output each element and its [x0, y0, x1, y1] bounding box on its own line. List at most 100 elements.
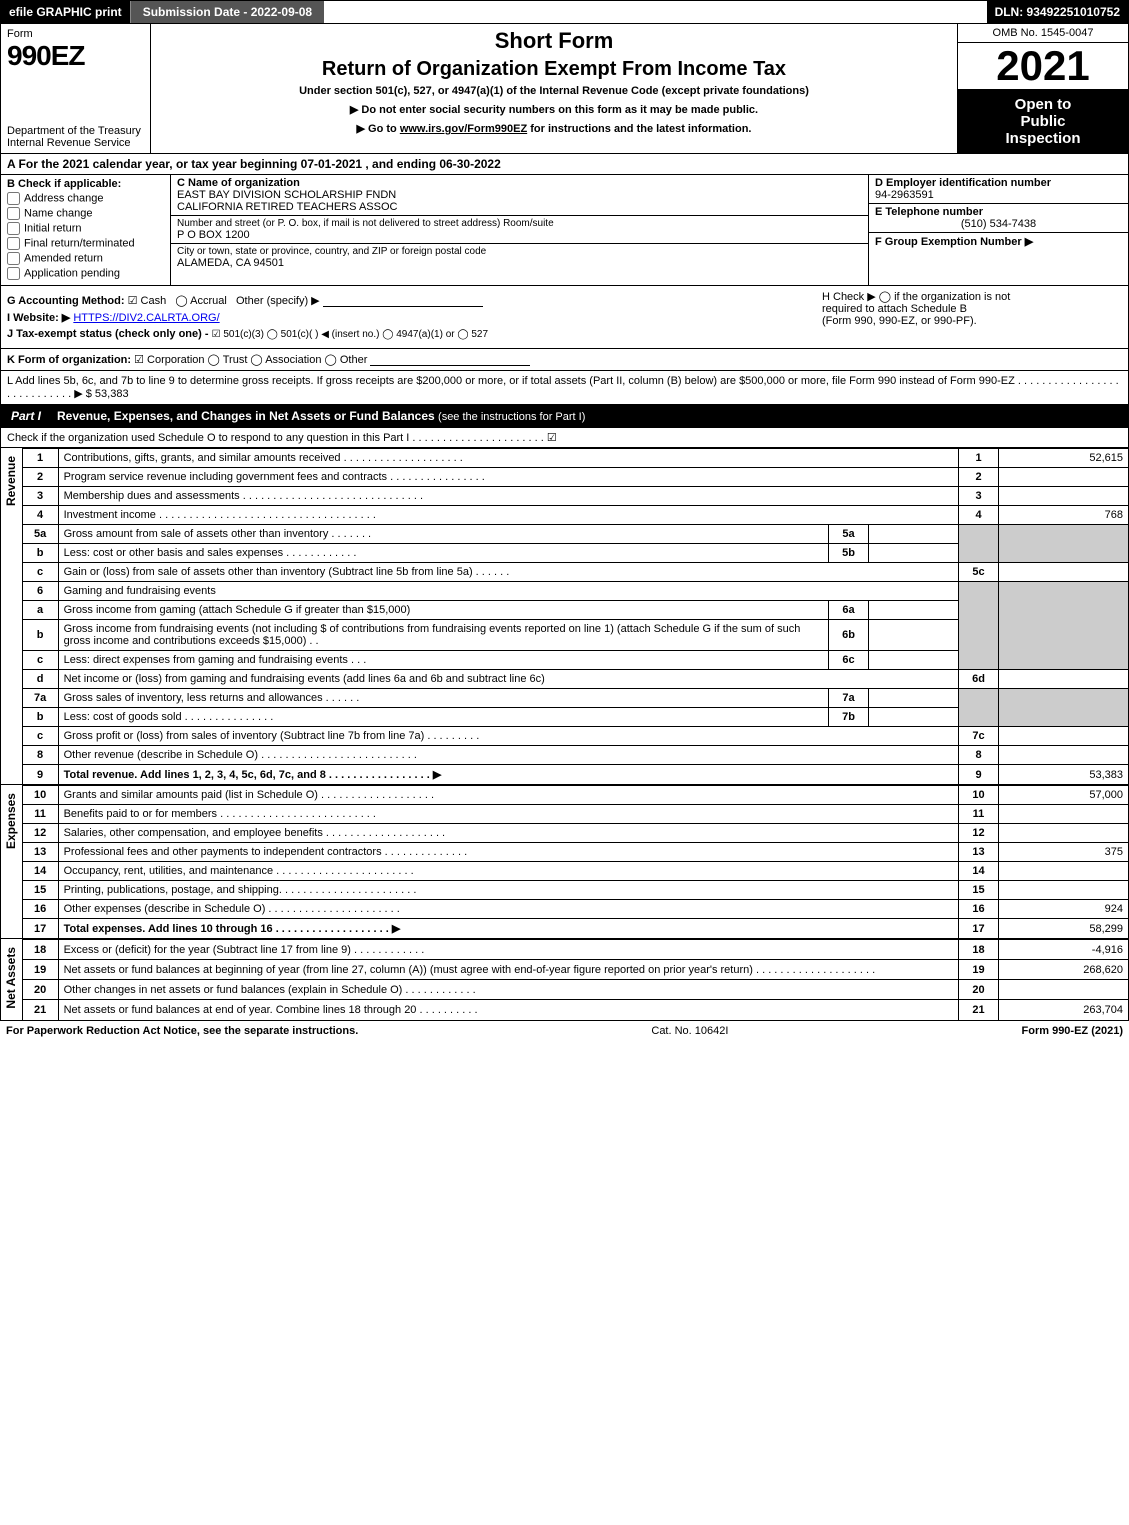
- l-text: L Add lines 5b, 6c, and 7b to line 9 to …: [7, 375, 1119, 400]
- footer-left: For Paperwork Reduction Act Notice, see …: [6, 1025, 358, 1037]
- no-ssn-line: ▶ Do not enter social security numbers o…: [159, 103, 949, 116]
- line-11: 11Benefits paid to or for members . . . …: [22, 805, 1128, 824]
- goto-suffix: for instructions and the latest informat…: [527, 123, 751, 135]
- c-name-block: C Name of organization EAST BAY DIVISION…: [171, 175, 868, 216]
- dept-label: Department of the Treasury Internal Reve…: [7, 125, 144, 149]
- under-section: Under section 501(c), 527, or 4947(a)(1)…: [159, 85, 949, 97]
- c-street-block: Number and street (or P. O. box, if mail…: [171, 216, 868, 244]
- c-street-head: Number and street (or P. O. box, if mail…: [177, 218, 862, 229]
- line-19: 19Net assets or fund balances at beginni…: [22, 960, 1128, 980]
- h-line3: (Form 990, 990-EZ, or 990-PF).: [822, 315, 1122, 327]
- k-label: K Form of organization:: [7, 354, 131, 366]
- header-right: OMB No. 1545-0047 2021 Open to Public In…: [958, 24, 1128, 153]
- dln-label: DLN: 93492251010752: [987, 1, 1128, 23]
- section-k: K Form of organization: ☑ Corporation ◯ …: [0, 349, 1129, 371]
- g-specify-line[interactable]: [323, 306, 483, 307]
- line-7c: cGross profit or (loss) from sales of in…: [22, 727, 1128, 746]
- section-b: B Check if applicable: Address change Na…: [1, 175, 171, 285]
- footer-right: Form 990-EZ (2021): [1022, 1025, 1123, 1037]
- line-4: 4Investment income . . . . . . . . . . .…: [22, 506, 1128, 525]
- section-h: H Check ▶ ◯ if the organization is not r…: [822, 290, 1122, 327]
- h-line2: required to attach Schedule B: [822, 303, 1122, 315]
- open-public-badge: Open to Public Inspection: [958, 90, 1128, 153]
- chk-amended-return[interactable]: Amended return: [7, 252, 164, 265]
- line-14: 14Occupancy, rent, utilities, and mainte…: [22, 862, 1128, 881]
- block-bcdef: B Check if applicable: Address change Na…: [0, 175, 1129, 286]
- chk-application-pending[interactable]: Application pending: [7, 267, 164, 280]
- netassets-table: 18Excess or (deficit) for the year (Subt…: [22, 939, 1129, 1021]
- form-header: Form 990EZ Department of the Treasury In…: [0, 24, 1129, 154]
- g-label: G Accounting Method:: [7, 295, 125, 307]
- revenue-table: 1Contributions, gifts, grants, and simil…: [22, 448, 1129, 785]
- line-3: 3Membership dues and assessments . . . .…: [22, 487, 1128, 506]
- open-public-2: Public: [962, 113, 1124, 130]
- goto-text: ▶ Go to: [357, 123, 400, 135]
- chk-initial-return[interactable]: Initial return: [7, 222, 164, 235]
- form-number: 990EZ: [7, 40, 144, 72]
- org-city: ALAMEDA, CA 94501: [177, 257, 862, 269]
- expenses-table: 10Grants and similar amounts paid (list …: [22, 785, 1129, 939]
- part1-sub: (see the instructions for Part I): [438, 411, 585, 423]
- line-18: 18Excess or (deficit) for the year (Subt…: [22, 940, 1128, 960]
- line-15: 15Printing, publications, postage, and s…: [22, 881, 1128, 900]
- return-title: Return of Organization Exempt From Incom…: [159, 58, 949, 81]
- netassets-section: Net Assets 18Excess or (deficit) for the…: [0, 939, 1129, 1021]
- expenses-section: Expenses 10Grants and similar amounts pa…: [0, 785, 1129, 939]
- footer-center: Cat. No. 10642I: [651, 1025, 728, 1037]
- row-ghij: H Check ▶ ◯ if the organization is not r…: [0, 286, 1129, 349]
- k-other-line[interactable]: [370, 365, 530, 366]
- j-label: J Tax-exempt status (check only one) -: [7, 328, 209, 340]
- line-5c: cGain or (loss) from sale of assets othe…: [22, 563, 1128, 582]
- line-12: 12Salaries, other compensation, and empl…: [22, 824, 1128, 843]
- line-20: 20Other changes in net assets or fund ba…: [22, 980, 1128, 1000]
- row-a: A For the 2021 calendar year, or tax yea…: [0, 154, 1129, 175]
- section-e: E Telephone number (510) 534-7438: [869, 204, 1128, 233]
- form-word: Form: [7, 28, 144, 40]
- omb-number: OMB No. 1545-0047: [958, 24, 1128, 43]
- chk-address-change[interactable]: Address change: [7, 192, 164, 205]
- short-form-title: Short Form: [159, 28, 949, 54]
- k-opts[interactable]: ☑ Corporation ◯ Trust ◯ Association ◯ Ot…: [134, 354, 367, 366]
- j-opts[interactable]: ☑ 501(c)(3) ◯ 501(c)( ) ◀ (insert no.) ◯…: [212, 329, 488, 340]
- part1-tag: Part I: [1, 405, 51, 427]
- phone-value: (510) 534-7438: [875, 218, 1122, 230]
- g-other[interactable]: Other (specify) ▶: [236, 295, 320, 307]
- line-9: 9Total revenue. Add lines 1, 2, 3, 4, 5c…: [22, 765, 1128, 785]
- chk-name-change[interactable]: Name change: [7, 207, 164, 220]
- g-accrual[interactable]: ◯ Accrual: [175, 295, 226, 307]
- org-name-2: CALIFORNIA RETIRED TEACHERS ASSOC: [177, 201, 862, 213]
- e-label: E Telephone number: [875, 206, 1122, 218]
- line-13: 13Professional fees and other payments t…: [22, 843, 1128, 862]
- revenue-section: Revenue 1Contributions, gifts, grants, a…: [0, 448, 1129, 785]
- header-left: Form 990EZ Department of the Treasury In…: [1, 24, 151, 153]
- chk-final-return[interactable]: Final return/terminated: [7, 237, 164, 250]
- header-center: Short Form Return of Organization Exempt…: [151, 24, 958, 153]
- line-17: 17Total expenses. Add lines 10 through 1…: [22, 919, 1128, 939]
- page-footer: For Paperwork Reduction Act Notice, see …: [0, 1021, 1129, 1041]
- netassets-vlabel: Net Assets: [0, 939, 22, 1021]
- efile-label[interactable]: efile GRAPHIC print: [1, 1, 130, 23]
- section-b-label: B Check if applicable:: [7, 178, 164, 190]
- section-d: D Employer identification number 94-2963…: [869, 175, 1128, 204]
- line-5a: 5aGross amount from sale of assets other…: [22, 525, 1128, 544]
- line-6d: dNet income or (loss) from gaming and fu…: [22, 670, 1128, 689]
- top-bar: efile GRAPHIC print Submission Date - 20…: [0, 0, 1129, 24]
- submission-date: Submission Date - 2022-09-08: [130, 1, 324, 23]
- website-link[interactable]: HTTPS://DIV2.CALRTA.ORG/: [73, 312, 219, 324]
- section-f: F Group Exemption Number ▶: [869, 233, 1128, 285]
- part1-check-o: Check if the organization used Schedule …: [0, 428, 1129, 448]
- c-city-head: City or town, state or province, country…: [177, 246, 862, 257]
- f-label: F Group Exemption Number ▶: [875, 236, 1033, 248]
- h-line1: H Check ▶ ◯ if the organization is not: [822, 290, 1122, 303]
- line-1: 1Contributions, gifts, grants, and simil…: [22, 449, 1128, 468]
- part1-header: Part I Revenue, Expenses, and Changes in…: [0, 405, 1129, 428]
- irs-link[interactable]: www.irs.gov/Form990EZ: [400, 123, 527, 135]
- i-label: I Website: ▶: [7, 312, 70, 324]
- line-2: 2Program service revenue including gover…: [22, 468, 1128, 487]
- c-city-block: City or town, state or province, country…: [171, 244, 868, 271]
- tax-year: 2021: [958, 43, 1128, 90]
- org-name-1: EAST BAY DIVISION SCHOLARSHIP FNDN: [177, 189, 862, 201]
- open-public-3: Inspection: [962, 130, 1124, 147]
- line-6: 6Gaming and fundraising events: [22, 582, 1128, 601]
- g-cash[interactable]: ☑ Cash: [128, 295, 167, 307]
